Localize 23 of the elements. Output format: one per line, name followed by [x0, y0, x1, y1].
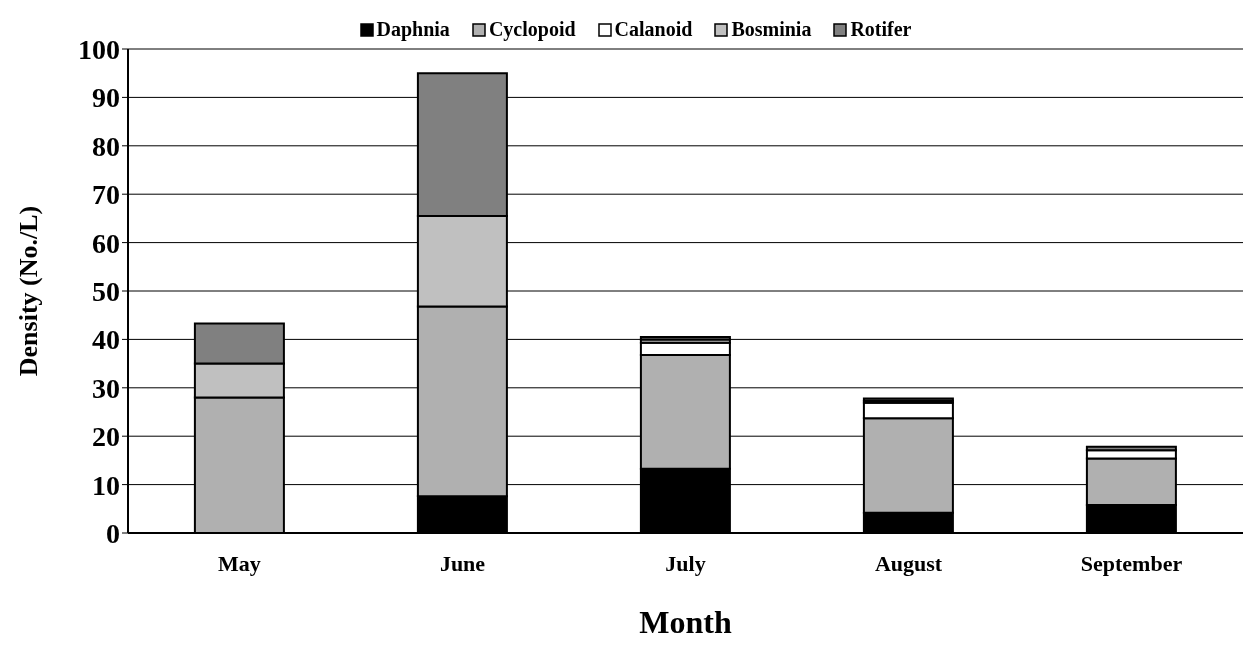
y-tick-label: 40 — [92, 324, 120, 356]
legend-label: Bosminia — [731, 18, 812, 41]
y-tick-label: 20 — [92, 421, 120, 453]
y-axis-title: Density (No./L) — [14, 205, 44, 377]
y-tick-label: 100 — [78, 33, 120, 65]
x-tick-label: September — [1080, 550, 1183, 576]
legend-label: Calanoid — [614, 18, 693, 41]
y-tick-label: 80 — [92, 130, 120, 162]
legend-label: Rotifer — [850, 18, 912, 41]
x-axis-title: Month — [639, 604, 732, 640]
legend-label: Cyclopoid — [488, 18, 576, 41]
x-tick-label: May — [218, 550, 261, 576]
x-tick-label: August — [874, 550, 943, 576]
legend-label: Daphnia — [376, 18, 450, 41]
x-tick-label: July — [665, 550, 706, 576]
y-tick-label: 90 — [92, 82, 120, 114]
y-tick-label: 70 — [92, 179, 120, 211]
y-tick-label: 10 — [92, 469, 120, 501]
y-tick-label: 50 — [92, 275, 120, 307]
y-tick-label: 60 — [92, 227, 120, 259]
y-tick-label: 0 — [106, 517, 120, 549]
x-tick-label: June — [439, 550, 486, 576]
y-tick-label: 30 — [92, 372, 120, 404]
